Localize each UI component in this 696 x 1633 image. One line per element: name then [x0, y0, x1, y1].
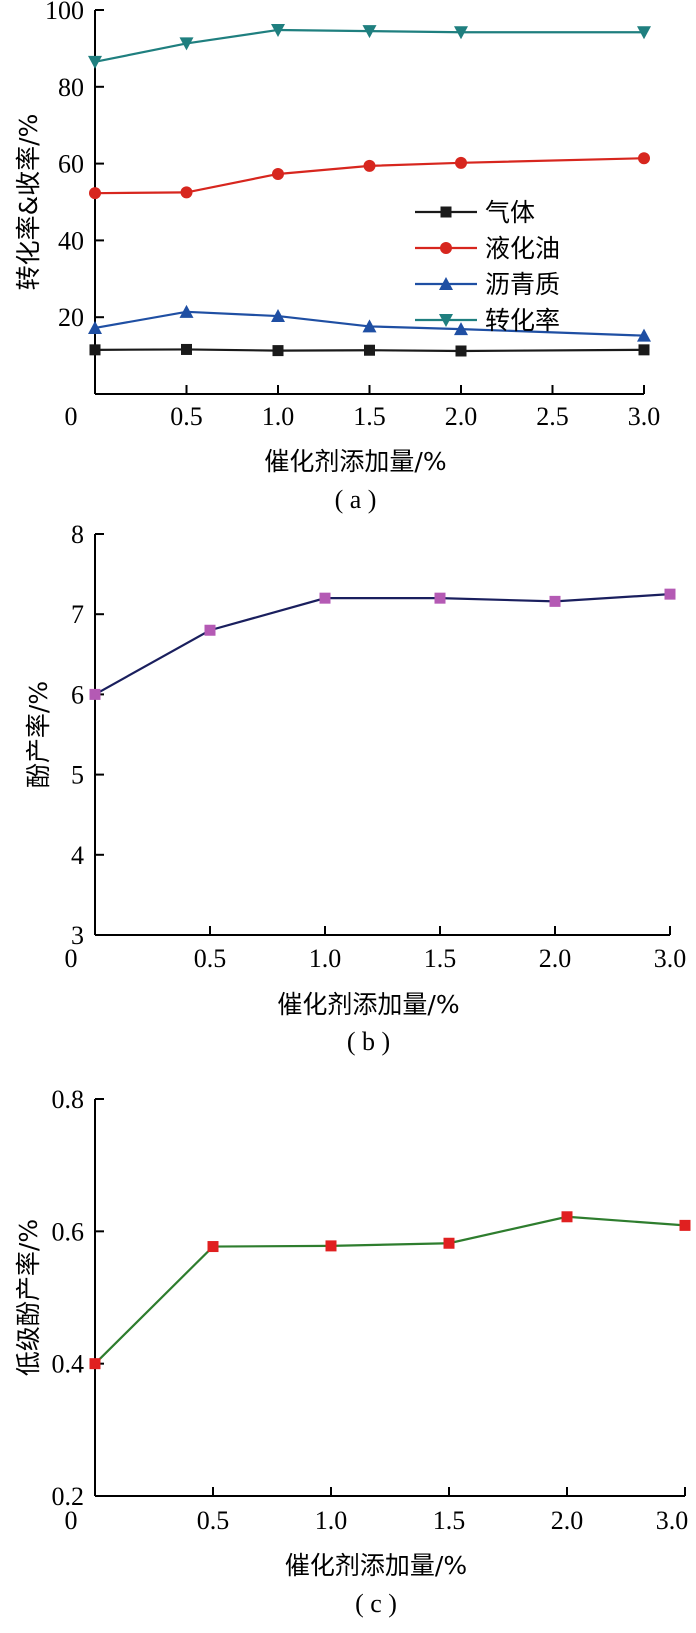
data-point [664, 588, 676, 600]
data-point [454, 322, 468, 336]
data-point [272, 345, 284, 357]
x-tick-label: 0 [65, 1506, 78, 1535]
data-point [325, 1240, 337, 1252]
data-point [364, 344, 375, 356]
data-point [679, 1219, 691, 1231]
legend-marker [439, 314, 453, 327]
x-tick-label: 0.5 [197, 1506, 230, 1535]
x-tick-label: 3.0 [628, 402, 661, 431]
x-tick-label: 0 [65, 944, 78, 973]
series-line [94, 157, 645, 195]
y-tick-label: 100 [45, 0, 84, 25]
x-axis-title: 催化剂添加量/% [264, 447, 446, 476]
data-point [179, 37, 194, 51]
y-tick-label: 0.8 [52, 1085, 85, 1114]
panel-label: ( a ) [335, 485, 377, 514]
data-point [363, 159, 376, 172]
data-point [204, 624, 216, 636]
data-point [362, 319, 377, 333]
x-tick-label: 2.0 [551, 1506, 584, 1535]
y-axis-title: 转化率&收率/% [14, 114, 43, 291]
y-tick-label: 0.2 [52, 1482, 85, 1511]
y-tick-label: 80 [58, 73, 84, 102]
x-tick-label: 0 [65, 402, 78, 431]
x-tick-label: 0.5 [170, 402, 203, 431]
y-tick-label: 0.4 [52, 1350, 85, 1379]
y-tick-label: 60 [58, 150, 84, 179]
series-line [94, 593, 671, 696]
chart-panel-1: 3 4 5 6 7 8 0 0.5 1.0 1.5 2.0 3.0 催化剂添加量/% 酚产率/% ( b ) [24, 520, 686, 1056]
data-point [179, 304, 194, 318]
data-point [561, 1211, 573, 1223]
x-tick-label: 1.5 [433, 1506, 466, 1535]
legend-label: 气体 [485, 198, 535, 227]
data-point [455, 345, 467, 357]
series-line [94, 1215, 686, 1365]
x-tick-label: 1.5 [424, 944, 457, 973]
series-line [94, 348, 645, 353]
data-point [319, 592, 331, 604]
data-point [434, 592, 446, 604]
y-tick-label: 7 [71, 600, 84, 629]
data-point [88, 320, 102, 334]
x-tick-label: 3.0 [656, 1506, 689, 1535]
chart-panel-0: 20 40 60 80 100 0 0.5 1.0 1.5 2.0 2.5 3.0 催化剂添加量/% 转化… [14, 0, 660, 514]
data-point [272, 167, 284, 180]
x-tick-label: 2.0 [445, 402, 478, 431]
y-tick-label: 4 [71, 841, 84, 870]
x-tick-label: 0.5 [194, 944, 227, 973]
y-axis-title: 酚产率/% [24, 681, 53, 788]
x-axis-title: 催化剂添加量/% [285, 1551, 467, 1580]
legend-label: 转化率 [485, 306, 560, 335]
y-tick-label: 20 [58, 303, 84, 332]
data-point [89, 187, 101, 200]
data-point [637, 26, 651, 40]
x-tick-label: 2.0 [539, 944, 572, 973]
data-point [88, 55, 102, 69]
y-tick-label: 5 [71, 761, 84, 790]
data-point [637, 328, 651, 342]
data-point [454, 26, 468, 40]
y-tick-label: 6 [71, 680, 84, 709]
data-point [638, 152, 650, 165]
x-tick-label: 1.0 [309, 944, 342, 973]
data-point [89, 688, 101, 700]
data-point [89, 344, 101, 356]
panel-label: ( b ) [347, 1027, 390, 1056]
x-tick-label: 1.5 [353, 402, 386, 431]
x-axis-title: 催化剂添加量/% [277, 990, 459, 1019]
legend-label: 沥青质 [485, 270, 560, 299]
chart-panel-2: 0.2 0.4 0.6 0.8 0 0.5 1.0 1.5 2.0 3.0 催化剂添加量/% 低级酚产… [14, 1085, 691, 1618]
series-line [94, 28, 644, 63]
x-tick-label: 1.0 [315, 1506, 348, 1535]
y-tick-label: 8 [71, 520, 84, 549]
data-point [638, 344, 650, 356]
data-point [180, 186, 193, 199]
data-point [549, 595, 561, 607]
legend-label: 液化油 [485, 234, 560, 263]
panel-label: ( c ) [355, 1589, 397, 1618]
data-point [443, 1237, 455, 1249]
data-point [271, 23, 285, 37]
series-line [94, 310, 645, 337]
data-point [207, 1241, 219, 1253]
data-point [362, 25, 377, 39]
data-point [271, 309, 285, 323]
x-tick-label: 3.0 [654, 944, 687, 973]
y-tick-label: 40 [58, 226, 84, 255]
y-axis-title: 低级酚产率/% [14, 1219, 43, 1376]
y-tick-label: 3 [71, 921, 84, 950]
data-point [181, 343, 192, 355]
x-tick-label: 1.0 [262, 402, 295, 431]
legend-marker [439, 277, 453, 290]
data-point [455, 156, 467, 169]
data-point [89, 1358, 101, 1370]
legend-marker [440, 206, 452, 218]
y-tick-label: 0.6 [52, 1217, 85, 1246]
x-tick-label: 2.5 [536, 402, 569, 431]
legend-marker [440, 242, 452, 254]
